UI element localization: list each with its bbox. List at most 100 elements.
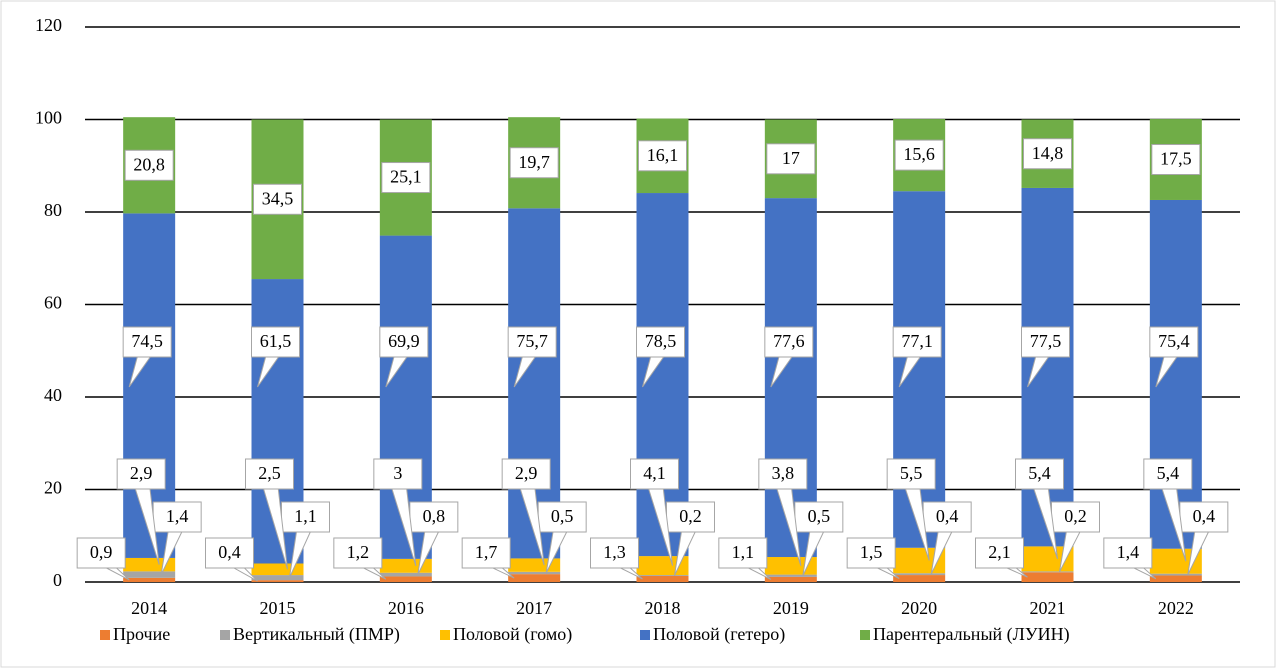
data-label: 3,8 (772, 463, 795, 483)
callout-box (1023, 138, 1072, 170)
data-label: 1,1 (732, 542, 755, 562)
y-tick-label: 40 (44, 385, 62, 405)
data-label: 61,5 (260, 331, 292, 351)
callout-box (152, 501, 202, 533)
data-label: 1,3 (603, 542, 626, 562)
data-label: 0,4 (218, 542, 241, 562)
legend-swatch (640, 630, 650, 640)
y-tick-label: 80 (44, 200, 62, 220)
callout-box (636, 326, 685, 358)
callout-box (764, 326, 814, 358)
bar-segment (1021, 571, 1074, 573)
x-tick-label: 2020 (901, 598, 937, 618)
y-tick-label: 100 (35, 108, 62, 128)
legend-label: Половой (гетеро) (653, 624, 785, 645)
data-label: 1,1 (294, 506, 317, 526)
callout-box (894, 139, 944, 171)
callout-box (245, 458, 294, 490)
data-label: 1,4 (166, 506, 189, 526)
data-label: 25,1 (390, 167, 422, 187)
callout-box (76, 537, 126, 569)
y-tick-label: 120 (35, 15, 62, 35)
legend-label: Парентеральный (ЛУИН) (873, 624, 1070, 645)
data-label: 0,4 (1193, 506, 1216, 526)
callout-box (1015, 458, 1064, 490)
bar-segment (508, 574, 561, 582)
x-tick-label: 2014 (131, 598, 167, 618)
bar-segment (379, 576, 432, 582)
x-tick-label: 2022 (1158, 598, 1194, 618)
data-label: 17,5 (1160, 149, 1192, 169)
data-label: 2,9 (130, 463, 153, 483)
data-label: 0,5 (808, 506, 831, 526)
callout-box (379, 326, 429, 358)
callout-box (1103, 537, 1153, 569)
data-label: 0,8 (423, 506, 446, 526)
data-label: 0,2 (1064, 506, 1087, 526)
data-label: 14,8 (1032, 143, 1064, 163)
callout-box (116, 458, 166, 490)
callout-box (975, 537, 1024, 569)
callout-box (333, 537, 383, 569)
callout-box (666, 501, 715, 533)
data-label: 1,4 (1117, 542, 1140, 562)
data-label: 17 (782, 148, 800, 168)
x-tick-label: 2016 (388, 598, 424, 618)
y-tick-label: 0 (53, 570, 62, 590)
x-tick-label: 2021 (1030, 598, 1066, 618)
data-label: 5,5 (900, 463, 923, 483)
data-label: 15,6 (903, 144, 935, 164)
legend-swatch (100, 630, 110, 640)
callout-box (922, 501, 972, 533)
bar-segment (251, 575, 304, 581)
bar-segment (893, 575, 946, 582)
callout-box (758, 458, 808, 490)
bar-segment (764, 574, 817, 577)
data-label: 1,5 (860, 542, 883, 562)
data-label: 2,5 (258, 463, 281, 483)
data-label: 75,7 (516, 331, 548, 351)
data-label: 5,4 (1157, 463, 1180, 483)
callout-box (638, 140, 687, 172)
data-label: 19,7 (518, 152, 550, 172)
data-label: 78,5 (645, 331, 677, 351)
data-label: 69,9 (388, 331, 420, 351)
data-label: 20,8 (133, 154, 165, 174)
data-label: 77,6 (773, 331, 805, 351)
legend-label: Вертикальный (ПМР) (233, 624, 400, 645)
callout-box (501, 458, 551, 490)
bar-segment (1021, 572, 1074, 582)
data-label: 77,5 (1030, 331, 1062, 351)
callout-box (1149, 326, 1199, 358)
callout-box (122, 326, 172, 358)
x-tick-label: 2015 (260, 598, 296, 618)
callout-box (251, 326, 300, 358)
y-tick-label: 20 (44, 478, 62, 498)
legend-swatch (440, 630, 450, 640)
callout-box (1151, 144, 1201, 176)
data-label: 0,2 (679, 506, 702, 526)
data-label: 77,1 (901, 331, 933, 351)
callout-box (373, 458, 423, 490)
data-label: 2,9 (515, 463, 538, 483)
callout-box (590, 537, 639, 569)
callout-box (794, 501, 844, 533)
data-label: 0,9 (90, 542, 113, 562)
bar-segment (251, 563, 304, 576)
legend-swatch (860, 630, 870, 640)
callout-box (766, 143, 816, 175)
bar-segment (379, 572, 432, 577)
x-tick-label: 2018 (645, 598, 681, 618)
callout-box (1179, 501, 1229, 533)
legend-label: Половой (гомо) (453, 624, 572, 645)
bar-segment (636, 575, 689, 582)
x-tick-label: 2019 (773, 598, 809, 618)
callout-box (124, 149, 174, 181)
data-label: 74,5 (131, 331, 163, 351)
bar-segment (123, 571, 176, 578)
data-label: 34,5 (262, 188, 294, 208)
callout-box (1021, 326, 1070, 358)
bar-segment (508, 571, 561, 575)
callout-box (886, 458, 936, 490)
